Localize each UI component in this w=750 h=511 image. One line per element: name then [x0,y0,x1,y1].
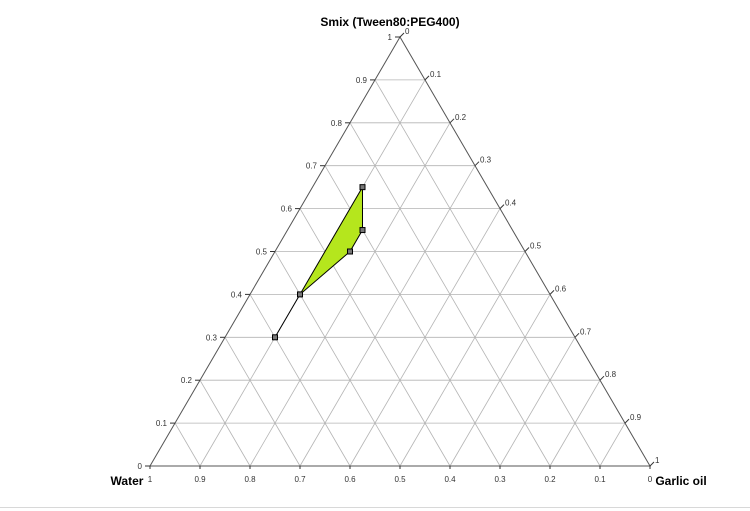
grid-line-water [199,379,251,467]
tick-mark [624,418,630,424]
tick-label-water: 0.1 [594,475,606,484]
data-point [347,248,353,255]
microemulsion-region [272,184,366,341]
tick-label-oil: 0.3 [480,156,492,165]
tick-label-water: 1 [148,475,153,484]
data-point [272,334,278,341]
tick-label-smix: 0.9 [356,76,368,85]
tick-mark [599,375,605,381]
grid-line-oil [599,422,626,467]
divider [0,507,750,508]
tick-mark [649,461,655,467]
tick-mark [399,32,405,38]
tick-label-smix: 0.7 [306,162,318,171]
tick-labels: 0 0 0 0.1 0.1 0.1 0.2 0.2 0.2 0.3 0.3 0.3 0.4 0.4 0.4 0… [138,27,660,484]
grid-line-oil [299,165,476,467]
tick-label-smix: 0.1 [156,419,168,428]
grid-line-water [174,422,201,467]
tick-label-oil: 0.4 [505,199,517,208]
tick-mark [524,247,530,252]
grid-line-water [374,79,601,467]
tick-label-oil: 0.5 [530,242,542,251]
tick-label-water: 0.9 [194,475,206,484]
region-polygon [274,185,363,338]
tick-label-smix: 0.8 [331,119,343,128]
data-point [297,291,303,298]
tick-mark [449,118,455,124]
tick-label-oil: 0.2 [455,113,467,122]
tick-label-oil: 0.6 [555,284,567,293]
top-axis-title: Smix (Tween80:PEG400) [320,15,459,29]
grid [174,79,626,467]
tick-mark [549,290,555,295]
tick-mark [499,204,505,209]
left-axis-title: Water [111,474,144,488]
tick-label-smix: 0.3 [206,333,218,342]
tick-label-smix: 0.4 [231,290,243,299]
tick-label-oil: 0.9 [630,413,642,422]
tick-label-water: 0.6 [344,475,356,484]
data-point [359,184,366,191]
tick-label-smix: 0.2 [181,376,193,385]
tick-label-smix: 0 [138,462,143,471]
tick-label-water: 0 [648,475,653,484]
grid-line-oil [549,379,601,467]
tick-label-water: 0.4 [444,475,456,484]
grid-line-oil [399,251,526,467]
tick-label-smix: 1 [388,33,393,42]
tick-label-smix: 0.5 [256,248,268,257]
grid-line-water [274,251,401,467]
tick-label-smix: 0.6 [281,205,293,214]
grid-line-water [224,337,301,467]
tick-label-oil: 0.8 [605,370,617,379]
tick-label-oil: 1 [655,456,660,465]
tick-label-water: 0.5 [394,475,406,484]
tick-label-water: 0.7 [294,475,306,484]
tick-label-water: 0.2 [544,475,556,484]
tick-mark [424,75,430,81]
grid-line-water [249,294,351,467]
tick-label-water: 0.3 [494,475,506,484]
tick-mark [574,332,580,338]
tick-label-water: 0.8 [244,475,256,484]
tick-label-oil: 0.7 [580,327,592,336]
tick-mark [474,161,480,167]
tick-label-oil: 0 [405,27,410,36]
data-point [359,227,366,234]
grid-line-oil [449,294,551,467]
right-axis-title: Garlic oil [655,474,706,488]
grid-line-oil [499,337,576,467]
tick-label-oil: 0.1 [430,70,442,79]
